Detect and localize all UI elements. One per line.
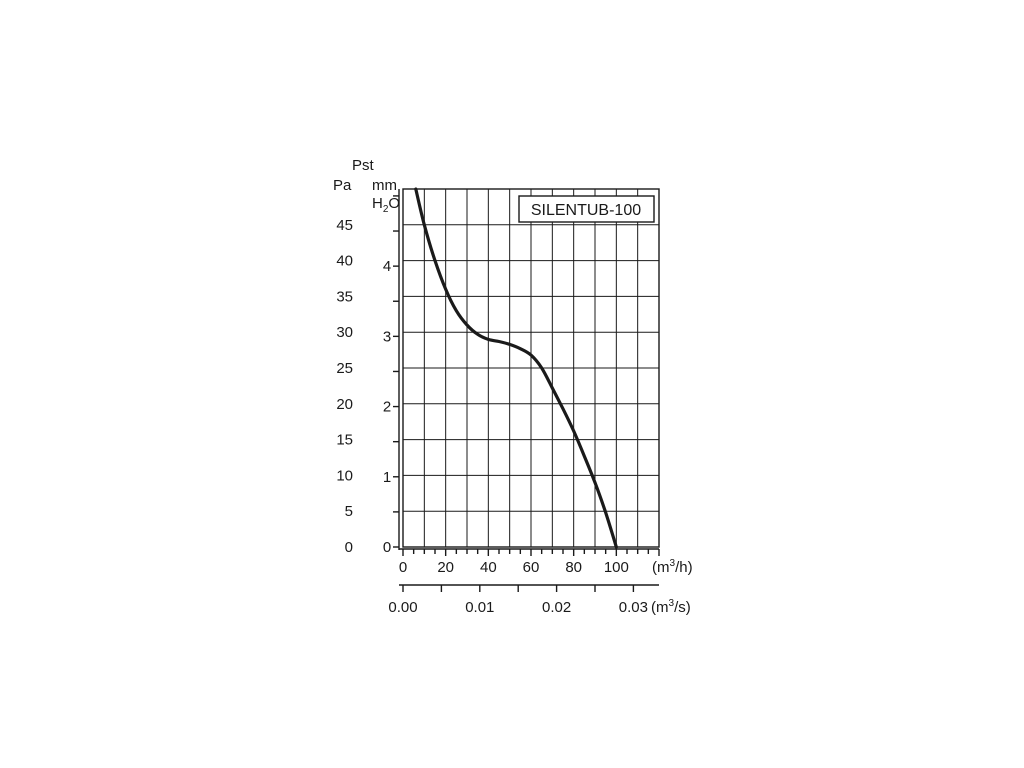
x-bottom-unit: (m3/s)	[651, 598, 691, 616]
y-left-tick-label: 30	[336, 324, 353, 341]
mmh2o-axis: 0 1 2 3 4	[383, 189, 400, 556]
y-left-tick-label: 45	[336, 217, 353, 234]
y-left-tick-label: 0	[345, 539, 353, 556]
x-top-tick-label: 20	[437, 559, 454, 576]
y-left-tick-label: 40	[336, 253, 353, 270]
y-axis-title: Pst	[352, 157, 375, 174]
y-right-unit-line2: H2O	[372, 195, 400, 215]
m3h-axis: 0 20 40 60 80 100	[399, 548, 660, 576]
model-label: SILENTUB-100	[531, 202, 641, 219]
y-left-tick-label: 15	[336, 432, 353, 449]
y-left-tick-label: 25	[336, 360, 353, 377]
pa-axis: 0 5 10 15 20 25 30 35 40 45	[336, 217, 353, 556]
x-top-tick-label: 40	[480, 559, 497, 576]
y-right-tick-label: 2	[383, 399, 391, 416]
y-right-tick-label: 0	[383, 539, 391, 556]
y-left-tick-label: 20	[336, 396, 353, 413]
x-top-tick-label: 100	[604, 559, 629, 576]
x-top-unit: (m3/h)	[652, 558, 693, 576]
model-label-box	[518, 195, 655, 223]
y-left-tick-label: 10	[336, 467, 353, 484]
x-bottom-tick-label: 0.02	[542, 599, 571, 616]
x-top-tick-label: 0	[399, 559, 407, 576]
y-left-tick-label: 5	[345, 503, 353, 520]
y-right-tick-label: 3	[383, 328, 391, 345]
y-right-unit-line1: mm	[372, 177, 397, 194]
y-right-tick-label: 4	[383, 258, 391, 275]
x-bottom-tick-label: 0.01	[465, 599, 494, 616]
y-left-tick-label: 35	[336, 288, 353, 305]
m3s-axis: 0.00 0.01 0.02 0.03	[388, 584, 659, 616]
y-left-unit: Pa	[333, 177, 352, 194]
y-right-tick-label: 1	[383, 469, 391, 486]
x-top-tick-label: 60	[523, 559, 540, 576]
grid	[403, 189, 659, 547]
x-top-tick-label: 80	[565, 559, 582, 576]
plot-frame	[402, 188, 660, 548]
x-bottom-tick-label: 0.03	[619, 599, 648, 616]
x-bottom-tick-label: 0.00	[388, 599, 417, 616]
performance-curve	[414, 187, 618, 549]
